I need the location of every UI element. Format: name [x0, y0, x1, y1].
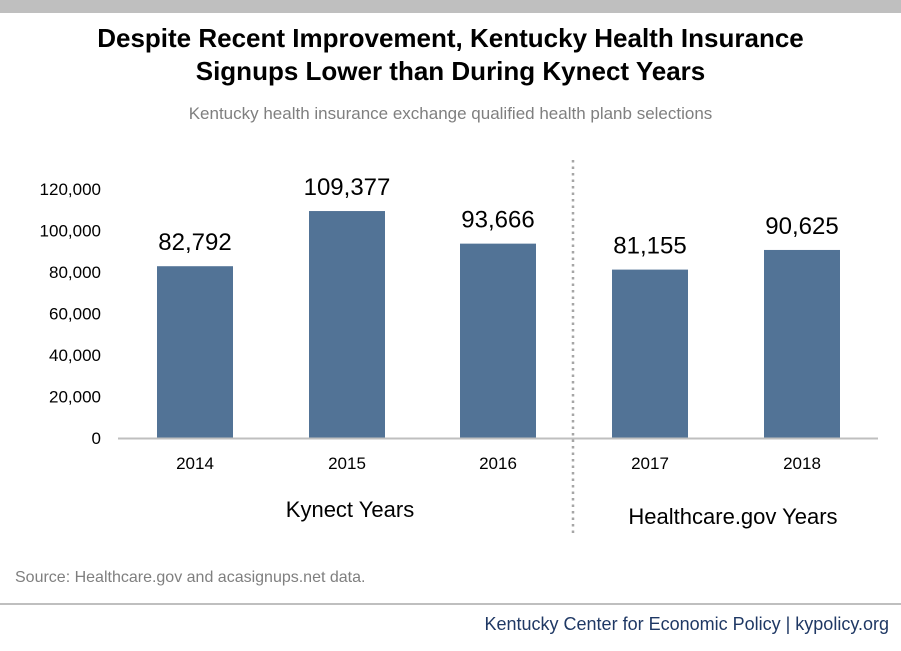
y-tick-label: 100,000	[40, 222, 101, 241]
y-tick-label: 80,000	[49, 263, 101, 282]
footer-credit: Kentucky Center for Economic Policy | ky…	[484, 614, 890, 634]
y-tick-label: 0	[92, 429, 101, 448]
chart-title-line-1: Despite Recent Improvement, Kentucky Hea…	[97, 23, 804, 53]
bar-2015	[309, 211, 385, 438]
top-accent-bar	[0, 0, 901, 13]
x-tick-label: 2015	[328, 454, 366, 473]
group-label: Kynect Years	[286, 497, 414, 522]
y-tick-label: 120,000	[40, 180, 101, 199]
source-note: Source: Healthcare.gov and acasignups.ne…	[15, 569, 366, 586]
group-label: Healthcare.gov Years	[628, 504, 837, 529]
data-label-2018: 90,625	[765, 213, 838, 240]
data-label-2017: 81,155	[613, 233, 686, 260]
x-tick-label: 2014	[176, 454, 214, 473]
y-tick-label: 60,000	[49, 305, 101, 324]
data-label-2014: 82,792	[158, 229, 231, 256]
data-label-2016: 93,666	[461, 207, 534, 234]
x-tick-label: 2016	[479, 454, 517, 473]
chart-title: Despite Recent Improvement, Kentucky Hea…	[0, 22, 901, 88]
y-tick-label: 20,000	[49, 388, 101, 407]
bar-2018	[764, 249, 840, 438]
bar-2014	[157, 266, 233, 438]
chart-subtitle: Kentucky health insurance exchange quali…	[188, 104, 713, 123]
bar-chart: 0 20,000 40,000 60,000 80,000 100,000 120,000 8…	[40, 160, 878, 534]
y-tick-label: 40,000	[49, 346, 101, 365]
chart-title-line-2: Signups Lower than During Kynect Years	[195, 56, 706, 86]
bar-2017	[612, 269, 688, 438]
x-tick-label: 2017	[631, 454, 669, 473]
data-label-2015: 109,377	[304, 174, 391, 201]
footer-divider	[0, 603, 901, 605]
bar-2016	[460, 243, 536, 438]
x-tick-label: 2018	[783, 454, 821, 473]
